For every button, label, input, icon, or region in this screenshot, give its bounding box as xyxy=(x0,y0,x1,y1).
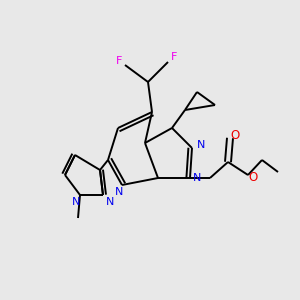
Text: N: N xyxy=(197,140,205,150)
Text: O: O xyxy=(231,129,240,142)
Text: N: N xyxy=(115,187,123,196)
Text: O: O xyxy=(249,171,258,184)
Text: F: F xyxy=(116,56,122,65)
Text: N: N xyxy=(72,196,81,207)
Text: F: F xyxy=(171,52,177,62)
Text: N: N xyxy=(105,196,114,207)
Text: N: N xyxy=(193,173,202,183)
